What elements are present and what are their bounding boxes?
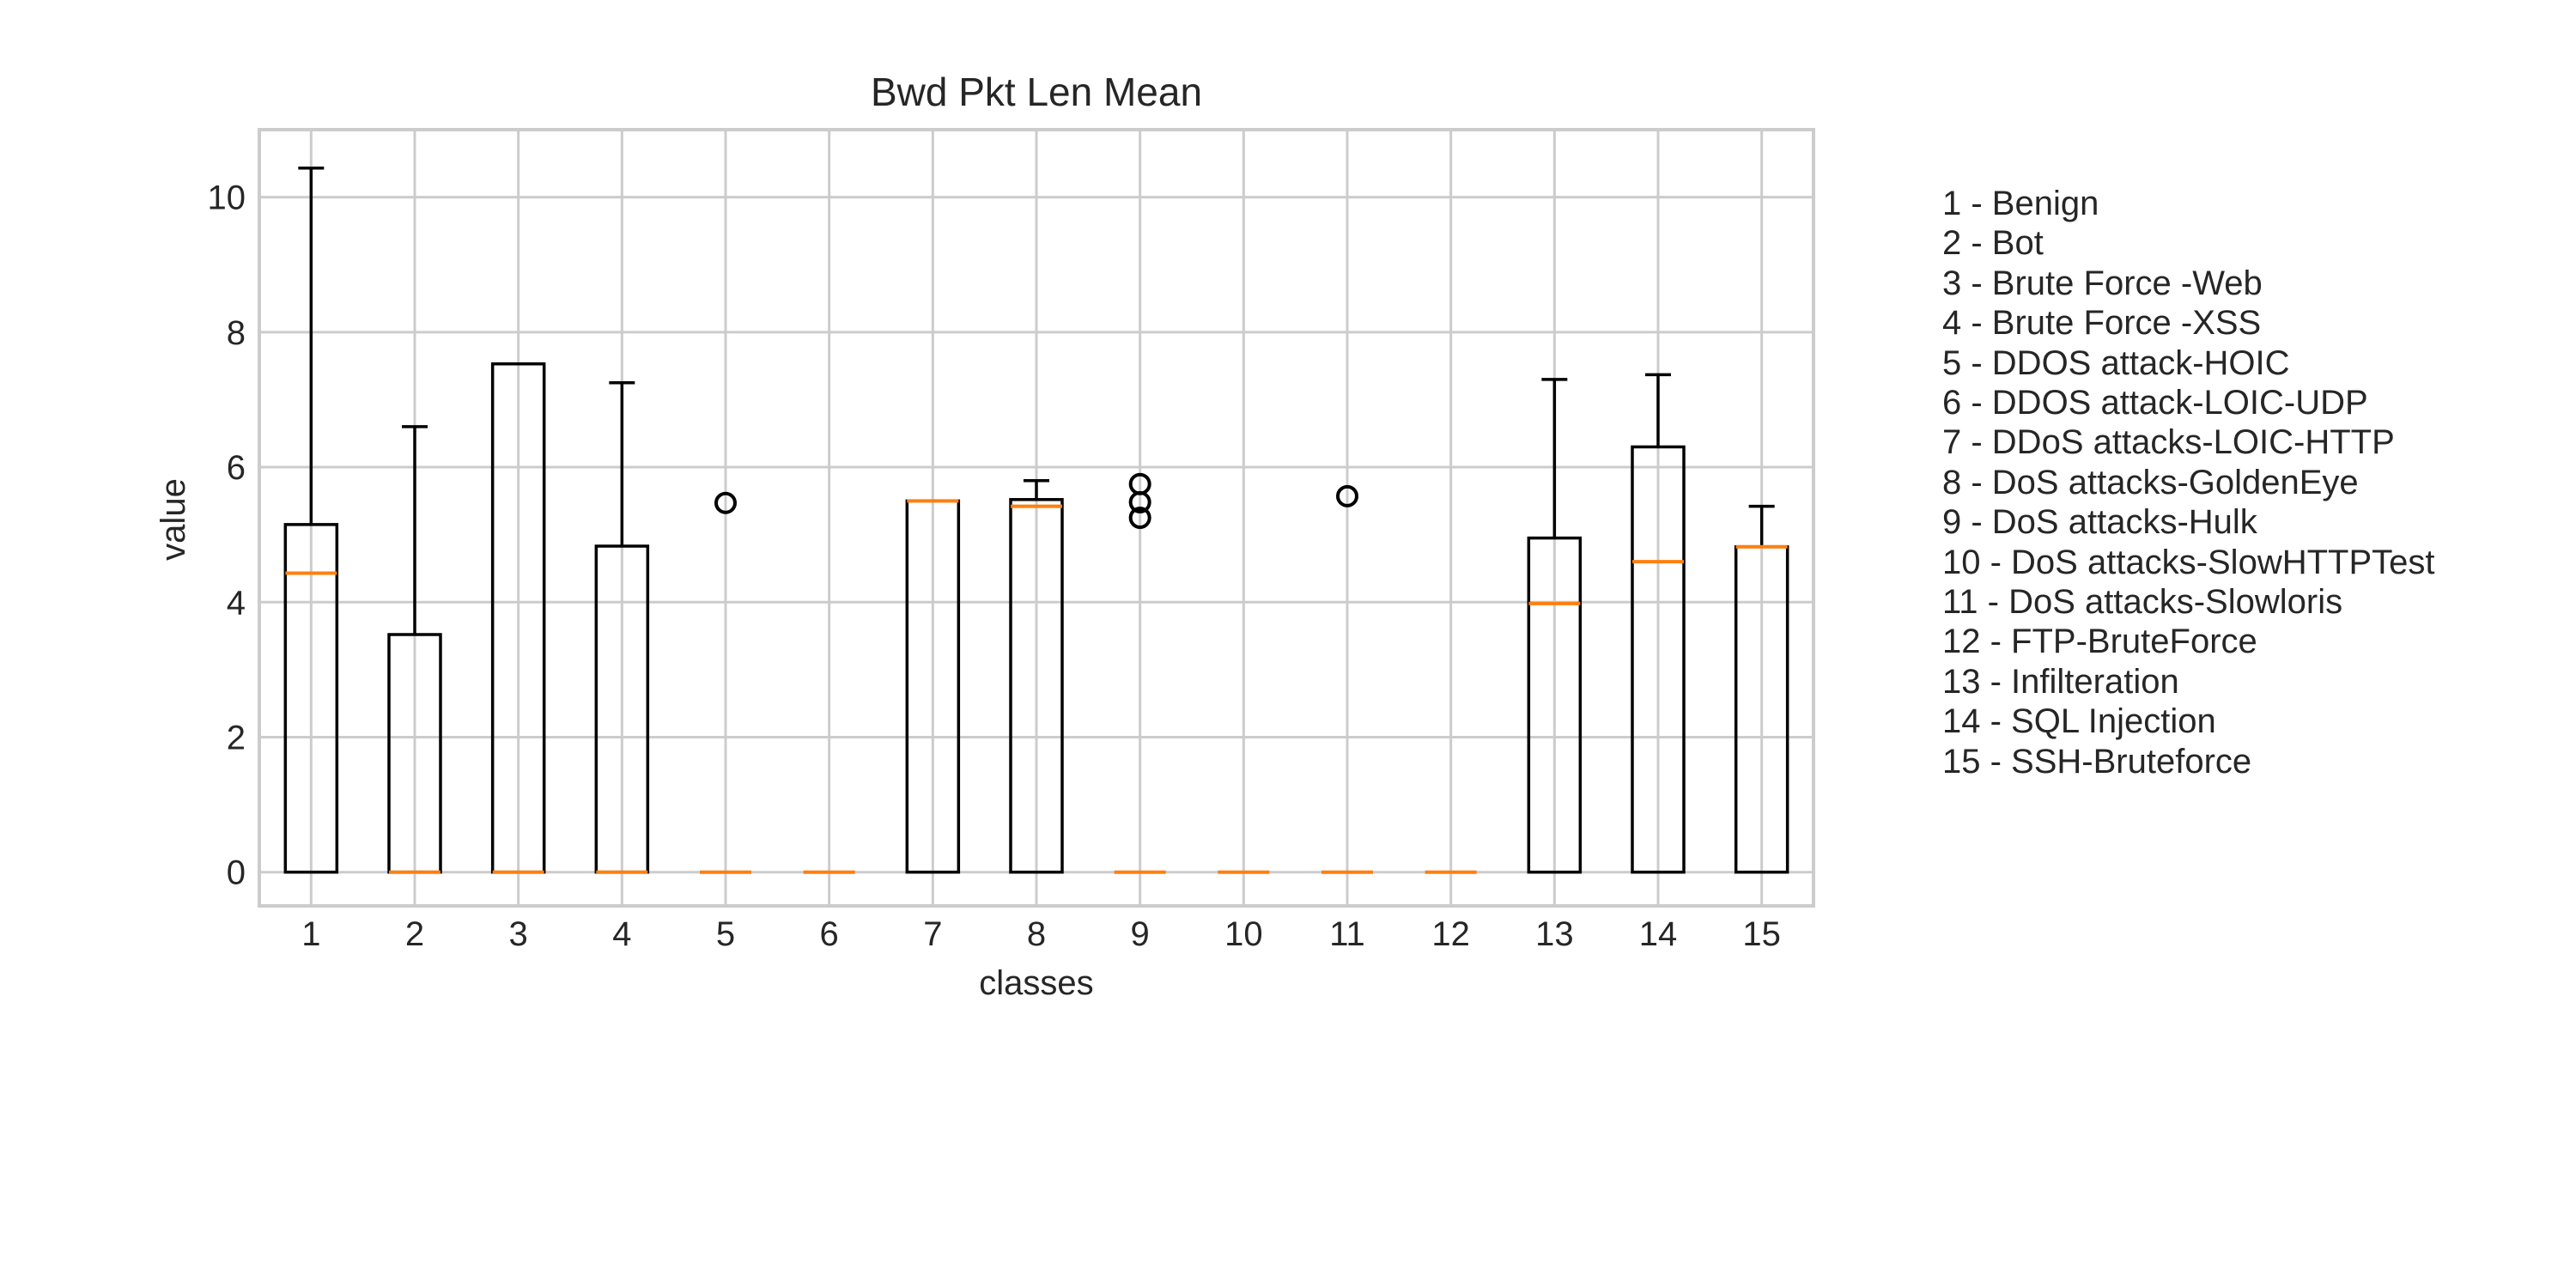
class-legend: 1 - Benign 2 - Bot 3 - Brute Force -Web 4 -… xyxy=(1942,184,2435,781)
iqr-box xyxy=(283,523,339,874)
y-tick-label: 8 xyxy=(227,314,246,352)
y-tick-label: 0 xyxy=(227,854,246,892)
box-class-8 xyxy=(1009,479,1064,874)
legend-entry: 15 - SSH-Bruteforce xyxy=(1942,742,2252,781)
legend-entry: 10 - DoS attacks-SlowHTTPTest xyxy=(1942,543,2435,581)
plot-frame xyxy=(258,128,1815,908)
y-tick-label: 2 xyxy=(227,719,246,756)
x-tick-label: 4 xyxy=(612,915,631,953)
x-tick-label: 12 xyxy=(1431,915,1470,953)
iqr-box xyxy=(1527,536,1583,874)
outlier-point xyxy=(1128,490,1151,513)
outlier-point xyxy=(714,491,737,514)
legend-entry: 1 - Benign xyxy=(1942,185,2099,222)
box-class-5 xyxy=(700,491,751,874)
x-tick-label: 13 xyxy=(1535,915,1574,953)
x-tick-label: 9 xyxy=(1131,915,1150,953)
box-class-3 xyxy=(490,362,546,874)
x-tick-label: 3 xyxy=(509,915,528,953)
box-class-11 xyxy=(1321,484,1373,874)
x-tick-label: 10 xyxy=(1224,915,1263,953)
legend-entry: 9 - DoS attacks-Hulk xyxy=(1942,503,2257,542)
box-class-1 xyxy=(283,167,339,874)
y-tick-label: 6 xyxy=(227,449,246,487)
box-class-9 xyxy=(1114,472,1166,874)
y-axis-label: value xyxy=(155,478,192,561)
x-tick-label: 8 xyxy=(1027,915,1046,953)
y-tick-label: 10 xyxy=(208,179,246,217)
legend-entry: 5 - DDOS attack-HOIC xyxy=(1942,343,2290,382)
box-class-4 xyxy=(594,381,650,874)
x-tick-label: 15 xyxy=(1742,915,1781,953)
iqr-box xyxy=(1009,498,1064,874)
legend-entry: 14 - SQL Injection xyxy=(1942,702,2216,741)
x-tick-label: 11 xyxy=(1329,915,1365,953)
legend-entry: 4 - Brute Force -XSS xyxy=(1942,304,2262,343)
legend-entry: 8 - DoS attacks-GoldenEye xyxy=(1942,463,2359,501)
box-class-2 xyxy=(387,425,442,874)
x-tick-label: 5 xyxy=(716,915,735,953)
legend-entry: 11 - DoS attacks-Slowloris xyxy=(1942,583,2343,622)
x-axis-label: classes xyxy=(979,964,1093,1002)
legend-entry: 2 - Bot xyxy=(1942,224,2044,263)
outlier-point xyxy=(1128,507,1151,529)
x-tick-label: 14 xyxy=(1639,915,1678,953)
legend-entry: 6 - DDOS attack-LOIC-UDP xyxy=(1942,384,2368,422)
box-class-7 xyxy=(905,499,961,874)
y-tick-label: 4 xyxy=(227,584,246,622)
iqr-box xyxy=(1631,445,1686,874)
x-tick-label: 6 xyxy=(820,915,839,953)
outlier-point xyxy=(1336,484,1358,507)
legend-entry: 7 - DDoS attacks-LOIC-HTTP xyxy=(1942,423,2395,462)
box-class-14 xyxy=(1631,373,1686,874)
legend-entry: 13 - Infilteration xyxy=(1942,662,2179,701)
x-tick-label: 2 xyxy=(405,915,424,953)
x-tick-label: 7 xyxy=(923,915,942,953)
legend-entry: 3 - Brute Force -Web xyxy=(1942,264,2263,302)
x-tick-label: 1 xyxy=(301,915,320,953)
chart-title: Bwd Pkt Len Mean xyxy=(871,70,1202,114)
legend-entry: 12 - FTP-BruteForce xyxy=(1942,623,2257,661)
box-class-15 xyxy=(1734,504,1789,874)
boxes xyxy=(283,167,1789,874)
box-class-13 xyxy=(1527,378,1583,874)
gridlines xyxy=(259,130,1814,906)
